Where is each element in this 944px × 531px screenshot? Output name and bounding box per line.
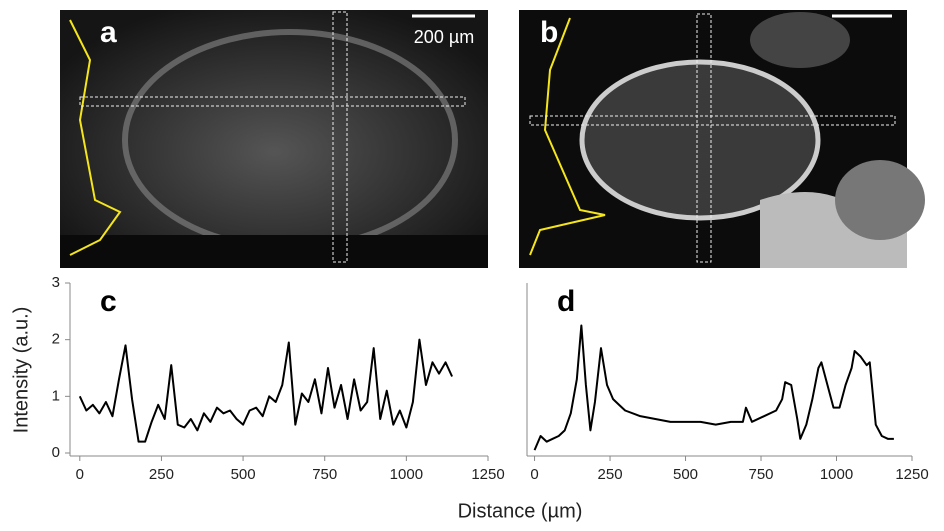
x-tick-label: 750 [312,466,337,483]
data-line [78,338,453,443]
y-tick-label: 3 [52,274,60,291]
data-line [533,324,894,451]
x-tick-label: 750 [749,466,774,483]
x-tick-label: 250 [149,466,174,483]
panel-label: d [557,285,575,318]
image-label: b [540,16,558,49]
x-tick-label: 0 [76,466,84,483]
x-tick-label: 500 [673,466,698,483]
image-a: a 200 µm [60,10,488,268]
x-axis-label: Distance (µm) [458,500,583,522]
x-tick-label: 1000 [820,466,853,483]
y-tick-label: 2 [52,331,60,348]
x-tick-label: 250 [598,466,623,483]
image-label: a [100,16,117,49]
x-tick-label: 1000 [390,466,423,483]
x-tick-label: 0 [530,466,538,483]
image-b: b [519,10,925,268]
y-tick-label: 0 [52,444,60,461]
x-tick-label: 1250 [895,466,928,483]
panel-label: c [100,285,117,318]
y-axis-label: Intensity (a.u.) [10,307,32,434]
y-tick-label: 1 [52,387,60,404]
scale-bar-label: 200 µm [414,27,474,47]
x-tick-label: 500 [231,466,256,483]
x-tick-label: 1250 [471,466,504,483]
